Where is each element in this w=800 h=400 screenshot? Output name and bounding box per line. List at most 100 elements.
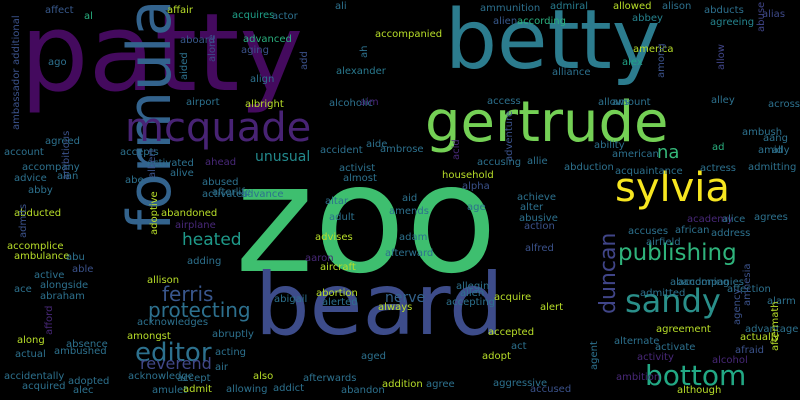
cloud-word: activates [202, 189, 248, 200]
cloud-word: allegin [456, 281, 490, 292]
cloud-word: aged [361, 351, 386, 362]
cloud-word: abandoned [161, 208, 218, 219]
cloud-word: acquires [232, 10, 275, 21]
cloud-word: admitted [640, 288, 686, 299]
cloud-word: advice [14, 173, 47, 184]
cloud-word: reverend [140, 354, 212, 373]
cloud-word: abortion [316, 288, 358, 299]
cloud-word: afterlife [212, 187, 251, 198]
cloud-word: able [72, 264, 94, 275]
cloud-word: absence [66, 339, 108, 350]
cloud-word: along [17, 335, 45, 346]
cloud-word: affection [727, 284, 771, 295]
cloud-word: actually [740, 332, 780, 343]
cloud-word: accept [177, 373, 211, 384]
cloud-word: afraid [735, 345, 765, 356]
cloud-word: amends [389, 206, 429, 217]
cloud-word: alcoholic [329, 98, 374, 109]
cloud-word: afterward [385, 248, 434, 259]
cloud-word: aang [763, 133, 788, 144]
cloud-word: alternate [614, 336, 660, 347]
cloud-word: american [612, 149, 659, 160]
cloud-word: advises [315, 232, 353, 243]
cloud-word: mcquade [125, 105, 312, 151]
cloud-word: agree [426, 379, 455, 390]
cloud-word: abraham [40, 291, 85, 302]
cloud-word: abruptly [212, 329, 254, 340]
cloud-word: admiral [550, 1, 589, 12]
cloud-word: actress [700, 163, 737, 174]
cloud-word: adoptive [149, 191, 160, 235]
cloud-word: act [511, 341, 527, 352]
cloud-word: editor [135, 338, 212, 368]
cloud-word: abu [66, 252, 85, 263]
cloud-word: amount [612, 97, 651, 108]
cloud-word: gertrude [425, 90, 669, 155]
cloud-word: agency [732, 288, 743, 325]
cloud-word: almost [343, 173, 377, 184]
cloud-word: agrees [754, 212, 788, 223]
cloud-word: agent [589, 341, 600, 370]
cloud-word: na [657, 142, 680, 163]
cloud-word: ambition [616, 372, 661, 383]
cloud-word: allows [598, 97, 630, 108]
cloud-word: accepting [446, 297, 496, 308]
cloud-word: align [250, 74, 275, 85]
cloud-word: accused [530, 384, 572, 395]
cloud-word: abandoning [670, 277, 730, 288]
cloud-word: aboard [180, 35, 216, 46]
cloud-word: ah [359, 45, 370, 58]
cloud-word: addict [273, 383, 305, 394]
cloud-word: admitting [748, 162, 797, 173]
cloud-word: ferris [162, 282, 214, 306]
cloud-word: access [487, 96, 521, 107]
cloud-word: abducted [14, 208, 62, 219]
cloud-word: household [442, 170, 494, 181]
cloud-word: alone [207, 34, 218, 62]
cloud-word: unusual [255, 149, 311, 165]
cloud-word: addition [382, 379, 423, 390]
cloud-word: activist [339, 163, 376, 174]
cloud-word: bottom [645, 359, 747, 392]
cloud-word: actual [15, 349, 46, 360]
cloud-word: ambush [742, 127, 783, 138]
cloud-word: advanced [243, 34, 292, 45]
cloud-word: alex [622, 57, 643, 68]
cloud-word: altar [325, 196, 349, 207]
cloud-word: ambassador [11, 68, 22, 130]
cloud-word: accompany [22, 162, 80, 173]
cloud-word: ambrose [380, 144, 424, 155]
cloud-word: amid [758, 145, 783, 156]
cloud-word: aftermath [770, 301, 781, 351]
cloud-word: heated [182, 230, 242, 250]
cloud-word: adopt [482, 351, 511, 362]
cloud-word: acknowledge [128, 371, 194, 382]
cloud-word: among [656, 43, 667, 78]
cloud-word: admits [18, 203, 29, 238]
cloud-word: abigail [274, 294, 308, 305]
cloud-word: admit [183, 384, 212, 395]
cloud-word: alias [762, 9, 786, 20]
cloud-word: allison [147, 275, 180, 286]
cloud-word: ace [14, 284, 32, 295]
cloud-word: adopted [68, 376, 110, 387]
cloud-word: amulet [152, 385, 188, 396]
cloud-word: abducts [704, 5, 744, 16]
cloud-word: ally [772, 145, 790, 156]
cloud-word: accepts [120, 147, 159, 158]
cloud-word: acting [215, 347, 247, 358]
cloud-word: amongst [127, 331, 171, 342]
cloud-word: abe [125, 175, 144, 186]
cloud-word: agreed [45, 136, 81, 147]
cloud-word: adding [187, 256, 222, 267]
cloud-word: additional [11, 15, 22, 65]
cloud-word: alive [170, 168, 194, 179]
cloud-word: air [215, 362, 229, 373]
cloud-word: allow [716, 44, 727, 70]
cloud-word: acid [451, 139, 462, 160]
cloud-word: sandy [625, 282, 721, 320]
cloud-word: abby [28, 185, 53, 196]
cloud-word: al [84, 11, 93, 22]
cloud-word: account [4, 147, 44, 158]
